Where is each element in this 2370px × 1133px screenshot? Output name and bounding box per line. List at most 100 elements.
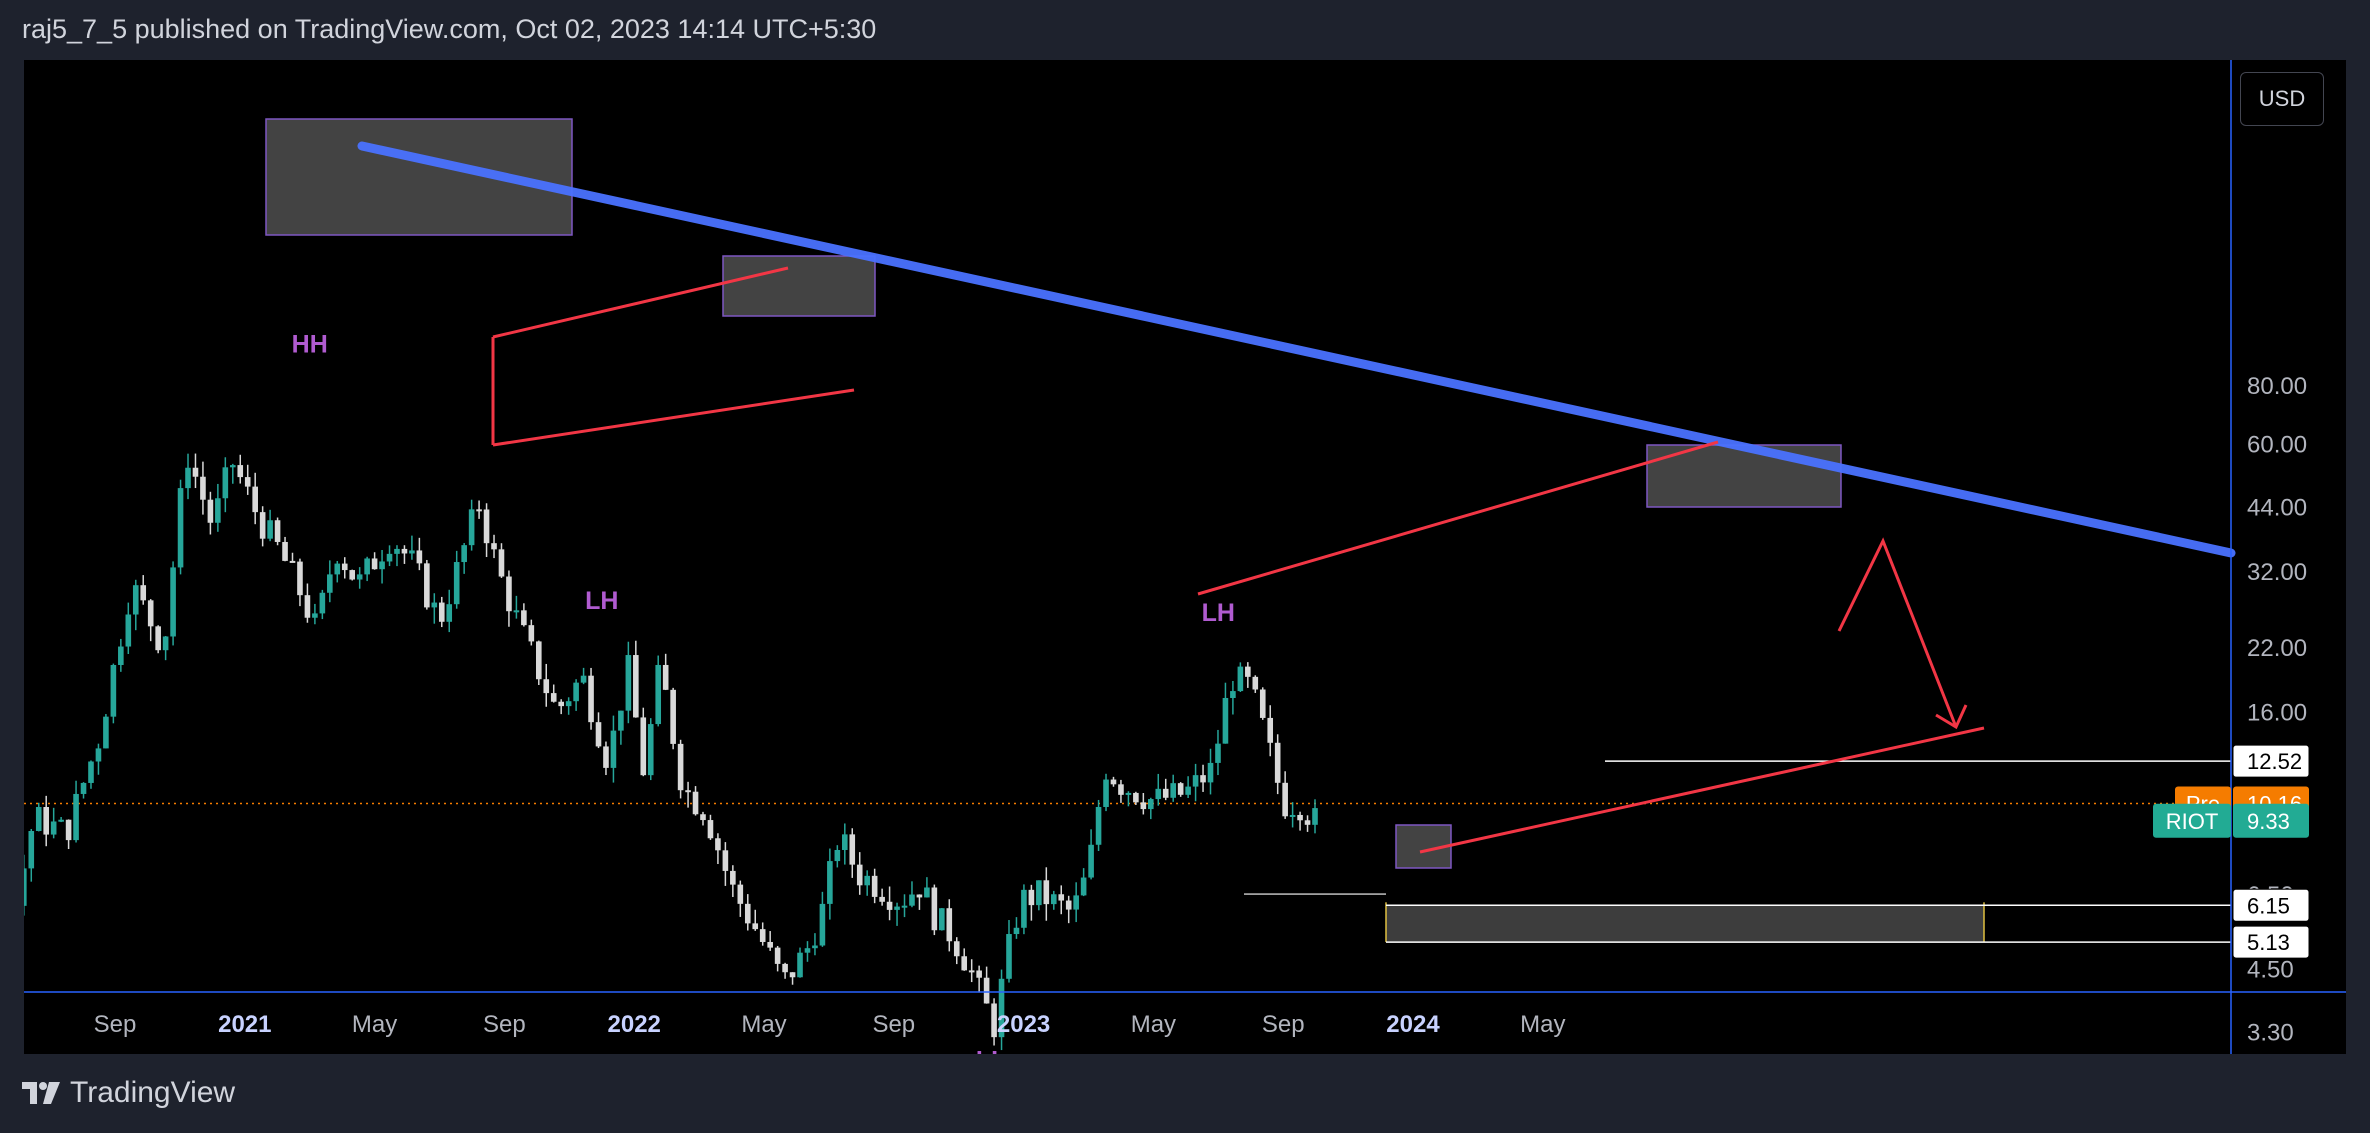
candle-body — [842, 834, 848, 850]
candle-body — [327, 574, 333, 593]
candle-body — [468, 509, 475, 546]
candle-body — [1245, 666, 1251, 677]
candle-body — [506, 576, 512, 612]
candle-body — [737, 884, 744, 904]
candle-body — [446, 604, 453, 622]
candles-layer — [24, 453, 1318, 1051]
candle-body — [722, 850, 729, 871]
candle-body — [782, 963, 788, 973]
candle-body — [1215, 743, 1221, 763]
publish-header: raj5_7_5 published on TradingView.com, O… — [22, 14, 877, 44]
candle-body — [812, 945, 818, 949]
candle-body — [1065, 900, 1072, 910]
candle-body — [633, 655, 639, 718]
candle-body — [297, 561, 303, 596]
candle-body — [95, 748, 102, 762]
candle-body — [789, 972, 796, 978]
last-price-badge-bg — [2233, 803, 2309, 838]
candle-body — [521, 610, 527, 626]
candle-body — [968, 970, 975, 973]
candle-body — [1259, 689, 1266, 718]
candle-body — [50, 821, 57, 835]
tradingview-logo[interactable]: TradingView — [22, 1076, 235, 1110]
pattern-label-ll-3: LL — [976, 1046, 1007, 1054]
candle-body — [289, 560, 296, 563]
time-tick-label: May — [1131, 1011, 1176, 1038]
candle-body — [1170, 783, 1176, 798]
candle-body — [1200, 775, 1206, 783]
candle-body — [1073, 895, 1079, 910]
time-tick-label: Sep — [1262, 1011, 1305, 1038]
candle-body — [565, 701, 572, 707]
price-tick-label: 60.00 — [2247, 431, 2307, 458]
candle-body — [827, 861, 833, 904]
time-tick-label: 2024 — [1386, 1011, 1440, 1038]
candle-body — [364, 558, 370, 575]
candle-body — [767, 941, 773, 948]
candle-body — [886, 901, 893, 910]
candle-body — [312, 613, 318, 618]
candle-body — [1222, 697, 1229, 744]
time-tick-label: May — [1520, 1011, 1565, 1038]
candle-body — [1252, 676, 1259, 690]
candle-body — [125, 614, 132, 647]
candle-body — [894, 906, 900, 910]
last-price-tag: RIOT — [2166, 809, 2219, 834]
candle-body — [222, 467, 229, 499]
candle-body — [625, 655, 632, 711]
candle-body — [1185, 786, 1191, 795]
price-tick-label: 3.30 — [2247, 1020, 2294, 1047]
candle-body — [177, 488, 184, 568]
currency-button[interactable]: USD — [2240, 72, 2324, 126]
candle-body — [715, 838, 721, 851]
candle-body — [88, 761, 94, 783]
candle-body — [35, 807, 42, 832]
candle-body — [282, 541, 288, 561]
time-tick-label: Sep — [483, 1011, 526, 1038]
candle-body — [476, 509, 482, 512]
candle-body — [946, 908, 953, 942]
candle-body — [759, 929, 766, 942]
candle-body — [498, 549, 505, 577]
time-tick-label: 2022 — [608, 1011, 661, 1038]
candle-body — [1006, 934, 1012, 979]
candle-body — [334, 563, 341, 575]
candle-body — [438, 602, 445, 622]
lh-zone-box-2 — [1646, 444, 1842, 508]
price-tick-label: 80.00 — [2247, 373, 2307, 400]
candle-body — [640, 717, 647, 776]
candle-body — [1177, 783, 1184, 795]
candle-body — [1050, 894, 1057, 905]
candle-body — [80, 782, 87, 794]
candle-body — [73, 793, 79, 841]
candle-body — [550, 693, 557, 702]
tradingview-brand-text: TradingView — [70, 1076, 236, 1109]
candle-body — [1267, 717, 1274, 743]
candle-body — [856, 864, 863, 886]
candle-body — [901, 905, 908, 908]
candle-body — [939, 908, 945, 931]
level-high-badge-bg — [2232, 744, 2310, 778]
candle-body — [961, 956, 968, 971]
candle-body — [647, 724, 654, 776]
candle-body — [610, 730, 617, 768]
candle-body — [110, 664, 117, 717]
projection-path — [1837, 537, 1958, 728]
candle-body — [200, 476, 206, 500]
time-tick-label: May — [352, 1011, 397, 1038]
tradingview-logo-icon — [22, 1082, 60, 1104]
candle-body — [916, 894, 923, 898]
price-chart[interactable]: HHLHLHLL 80.0060.0044.0032.0022.0016.006… — [24, 60, 2346, 1054]
candle-body — [864, 875, 870, 886]
candle-body — [43, 807, 50, 835]
candle-body — [1312, 808, 1318, 825]
candle-body — [356, 574, 363, 580]
time-tick-label: May — [741, 1011, 786, 1038]
candle-body — [118, 646, 124, 665]
chart-area[interactable]: HHLHLHLL 80.0060.0044.0032.0022.0016.006… — [24, 60, 2346, 1054]
candle-body — [513, 610, 520, 613]
candle-body — [229, 465, 236, 468]
drawings-layer: HH LH LH LL — [292, 141, 2236, 1054]
candle-body — [849, 834, 856, 865]
candle-body — [662, 664, 669, 690]
